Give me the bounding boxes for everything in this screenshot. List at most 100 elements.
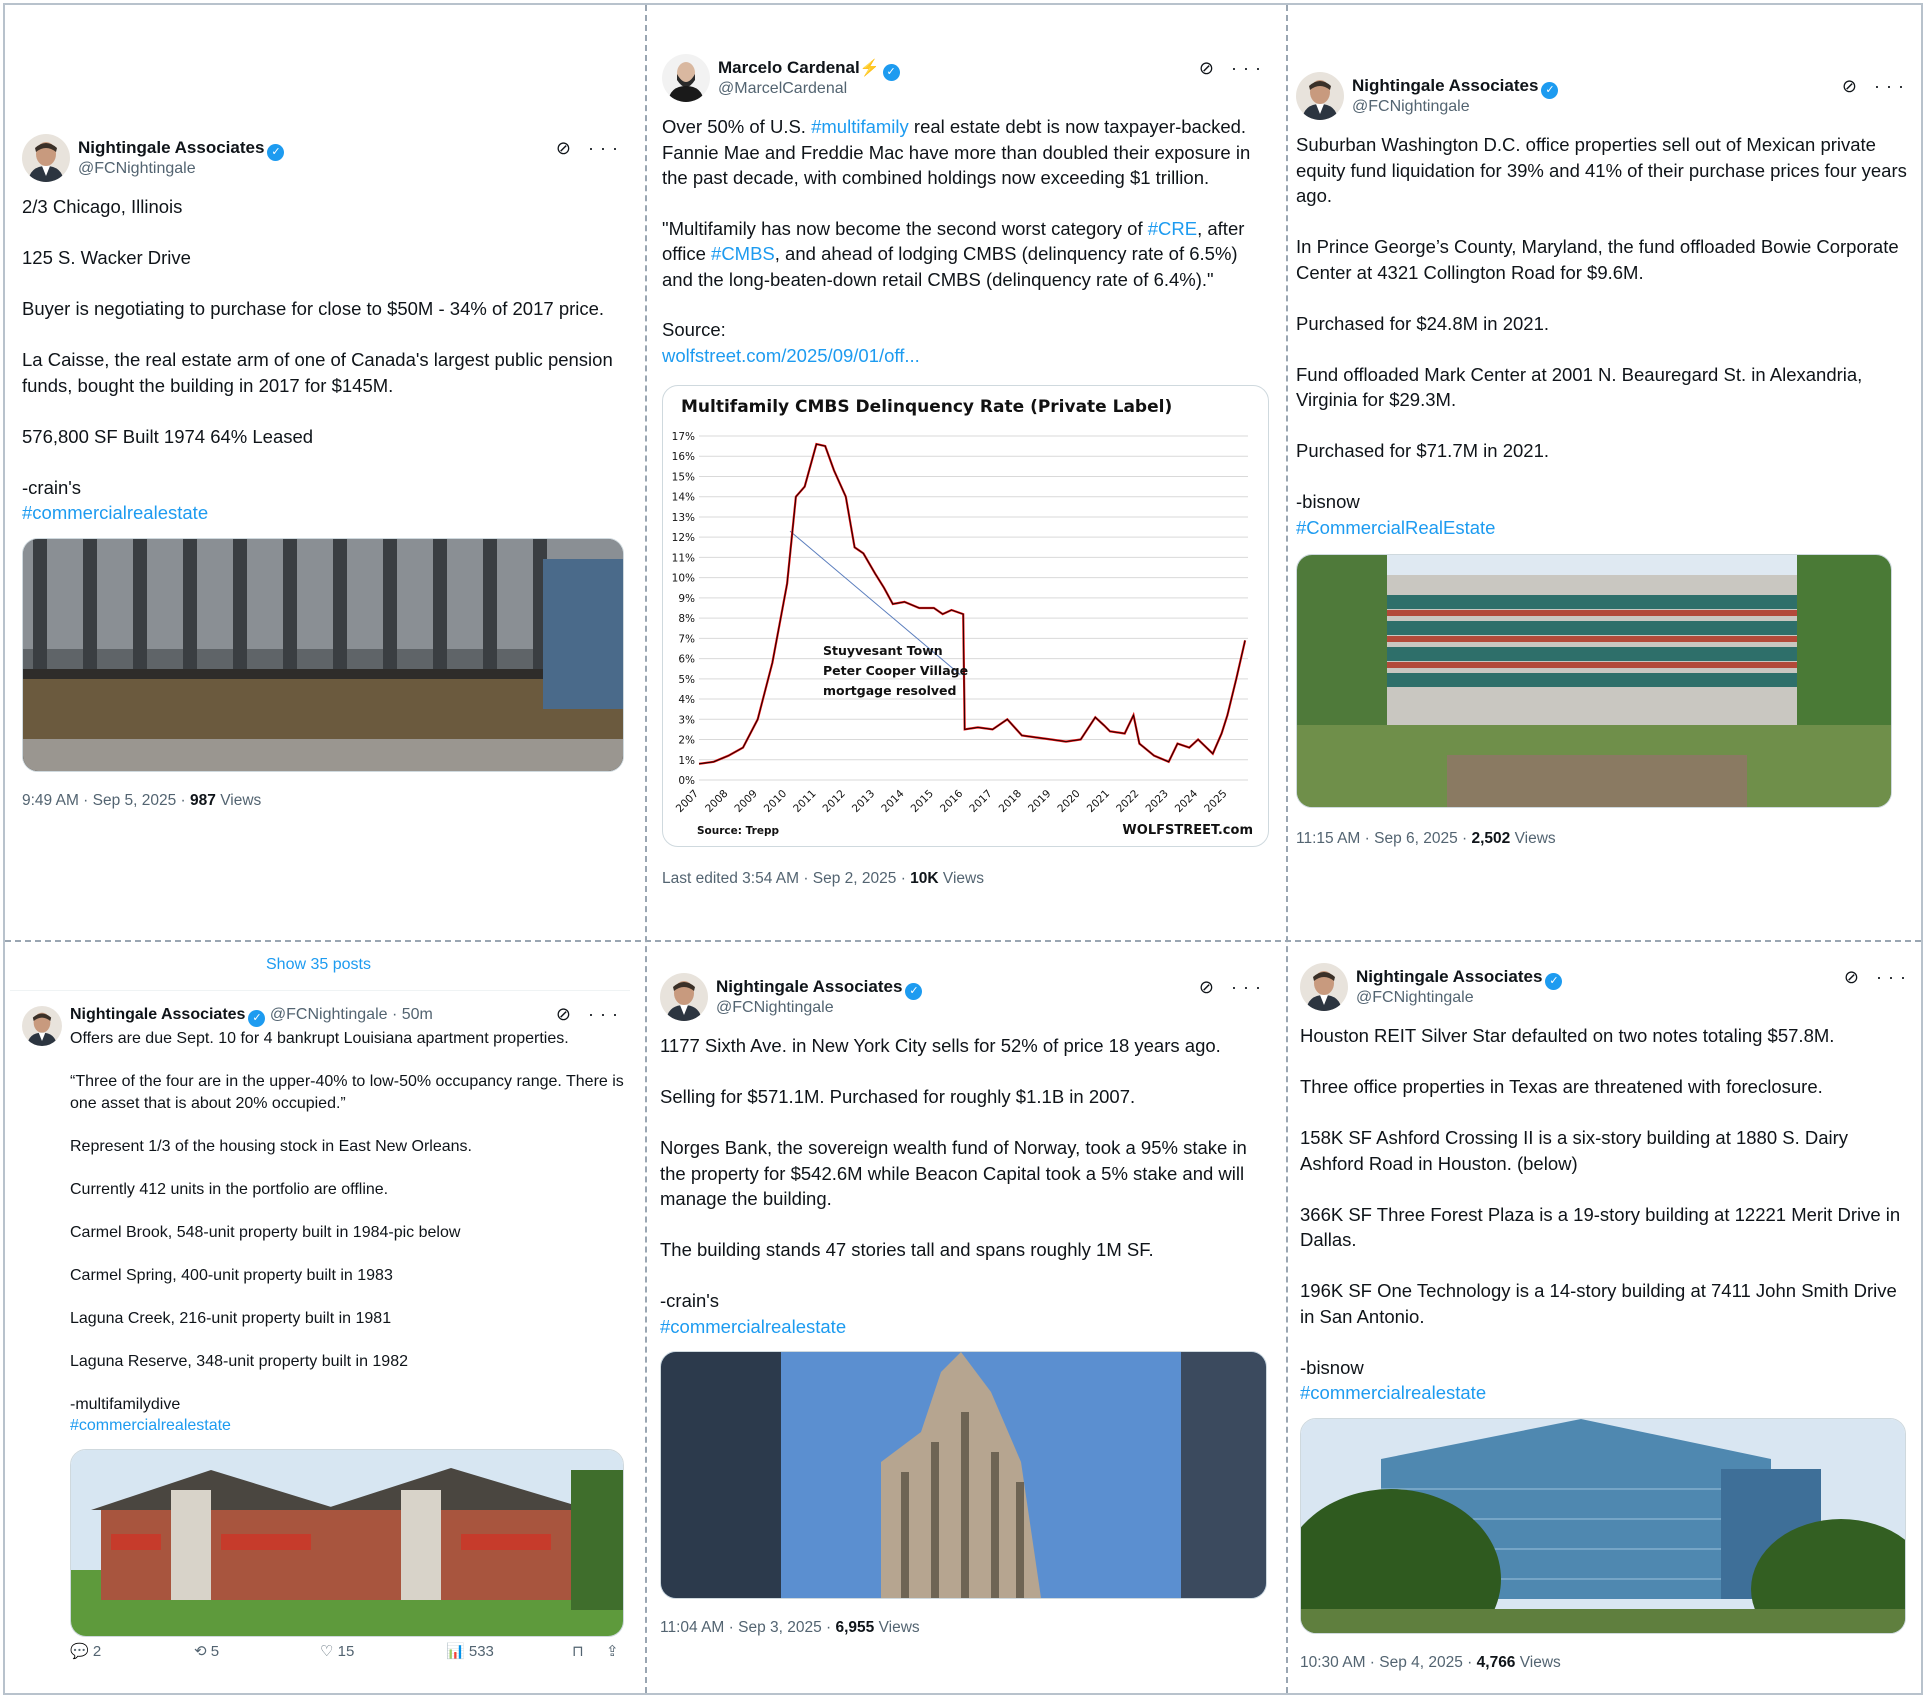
user-handle[interactable]: @FCNightingale (78, 160, 196, 177)
x-tick-label: 2017 (967, 788, 994, 815)
x-tick-label: 2021 (1085, 788, 1112, 815)
timestamp[interactable]: 9:49 AM · Sep 5, 2025 · (22, 791, 191, 809)
display-name[interactable]: Nightingale Associates (716, 977, 903, 996)
annotation-arrow (789, 530, 961, 676)
hashtag-link[interactable]: #CMBS (711, 243, 775, 264)
avatar[interactable] (1300, 963, 1348, 1011)
timestamp[interactable]: 10:30 AM · Sep 4, 2025 · (1300, 1653, 1477, 1671)
tweet-image-building[interactable] (22, 537, 624, 772)
x-tick-label: 2023 (1143, 788, 1170, 815)
x-tick-label: 2025 (1202, 788, 1229, 815)
more-options-icon[interactable]: ··· (1231, 58, 1267, 78)
hashtag-link[interactable]: #multifamily (811, 116, 909, 137)
y-tick-label: 1% (678, 755, 695, 767)
display-name[interactable]: Nightingale Associates (78, 138, 265, 157)
grok-icon[interactable]: ⊘ (1841, 76, 1863, 96)
tweet-card[interactable]: Nightingale Associates ✓ @FCNightingale ⊘… (1300, 963, 1912, 1672)
x-tick-label: 2020 (1055, 788, 1082, 815)
tweet-text: Suburban Washington D.C. office properti… (1296, 134, 1907, 512)
avatar[interactable] (22, 1006, 62, 1046)
display-name[interactable]: Nightingale Associates (1356, 967, 1543, 986)
user-handle-time[interactable]: @FCNightingale · 50m (269, 1006, 433, 1023)
show-more-posts-link[interactable]: Show 35 posts (266, 956, 371, 973)
chart-source: Source: Trepp (697, 825, 779, 837)
y-tick-label: 0% (678, 775, 695, 787)
thread-divider (10, 990, 630, 991)
y-tick-label: 7% (678, 633, 695, 645)
tweet-card[interactable]: Marcelo Cardenal⚡ ✓ @MarcelCardenal ⊘ ···… (662, 54, 1267, 368)
timestamp[interactable]: 11:04 AM · Sep 3, 2025 · (660, 1619, 836, 1636)
grok-icon[interactable]: ⊘ (555, 1004, 577, 1024)
tweet-image-apartments[interactable] (70, 1448, 624, 1637)
grok-icon[interactable]: ⊘ (1198, 58, 1220, 78)
verified-icon: ✓ (1545, 973, 1563, 990)
view-count: 987 (190, 791, 216, 809)
user-handle[interactable]: @FCNightingale (1352, 98, 1470, 115)
hashtag-link[interactable]: #commercialrealestate (1300, 1382, 1487, 1403)
more-options-icon[interactable]: ··· (588, 138, 624, 158)
y-tick-label: 9% (678, 593, 695, 605)
x-tick-label: 2009 (732, 788, 759, 815)
display-name[interactable]: Nightingale Associates (1352, 76, 1539, 95)
tweet-image-glass-office[interactable] (1300, 1417, 1906, 1634)
y-tick-label: 6% (678, 654, 695, 666)
tweet-image-skyscraper[interactable] (660, 1351, 1267, 1599)
more-options-icon[interactable]: ··· (1231, 977, 1267, 997)
more-options-icon[interactable]: ··· (588, 1004, 624, 1024)
user-handle[interactable]: @FCNightingale (716, 999, 834, 1016)
views-label: Views (938, 870, 984, 887)
avatar[interactable] (1296, 72, 1344, 120)
bookmark-icon[interactable]: ⊓ (572, 1643, 584, 1660)
repost-icon[interactable]: ⟲ (194, 1643, 207, 1660)
grok-icon[interactable]: ⊘ (555, 138, 577, 158)
series-line (698, 442, 1247, 765)
chart-watermark: WOLFSTREET.com (1122, 823, 1253, 838)
avatar[interactable] (660, 973, 708, 1021)
chart-image[interactable]: Multifamily CMBS Delinquency Rate (Priva… (662, 385, 1269, 847)
tweet-card[interactable]: Nightingale Associates ✓ @FCNightingale ⊘… (660, 973, 1267, 1637)
user-handle[interactable]: @MarcelCardenal (718, 80, 848, 97)
tweet-image-office-building[interactable] (1296, 554, 1892, 808)
more-options-icon[interactable]: ··· (1876, 967, 1912, 987)
timestamp[interactable]: Last edited 3:54 AM · Sep 2, 2025 · (662, 870, 911, 887)
tweet-card[interactable]: Nightingale Associates ✓ @FCNightingale ⊘… (1296, 72, 1910, 848)
chart-annotation: Stuyvesant Town Peter Cooper Village mor… (823, 643, 968, 698)
hashtag-link[interactable]: #commercialrealestate (660, 1315, 847, 1337)
grok-icon[interactable]: ⊘ (1843, 967, 1865, 987)
more-options-icon[interactable]: ··· (1874, 76, 1910, 96)
x-tick-label: 2022 (1114, 788, 1141, 815)
annotation-line: mortgage resolved (823, 683, 956, 698)
grok-icon[interactable]: ⊘ (1198, 977, 1220, 997)
y-tick-label: 13% (672, 512, 695, 524)
tweet-text: Offers are due Sept. 10 for 4 bankrupt L… (70, 1030, 624, 1413)
chart-title: Multifamily CMBS Delinquency Rate (Priva… (681, 397, 1172, 417)
y-tick-label: 8% (678, 613, 695, 625)
views-icon[interactable]: 📊 (446, 1643, 465, 1660)
hashtag-link[interactable]: #commercialrealestate (70, 1417, 231, 1434)
repost-count: 5 (210, 1643, 220, 1660)
lightning-icon: ⚡ (859, 60, 880, 77)
share-icon[interactable]: ⇪ (606, 1643, 619, 1660)
user-handle[interactable]: @FCNightingale (1356, 989, 1474, 1006)
avatar[interactable] (662, 54, 710, 102)
x-tick-label: 2013 (850, 788, 877, 815)
timestamp[interactable]: 11:15 AM · Sep 6, 2025 · (1296, 830, 1472, 847)
hashtag-link[interactable]: #CommercialRealEstate (1296, 516, 1496, 538)
x-tick-label: 2007 (674, 788, 701, 815)
reply-icon[interactable]: 💬 (70, 1643, 89, 1660)
view-count: 533 (468, 1643, 494, 1660)
tweet-card[interactable]: Nightingale Associates ✓ @FCNightingale ⊘… (22, 134, 624, 810)
tweet-text: Houston REIT Silver Star defaulted on tw… (1300, 1025, 1901, 1378)
hashtag-link[interactable]: #commercialrealestate (22, 502, 209, 523)
like-count: 15 (337, 1643, 355, 1660)
avatar[interactable] (22, 134, 70, 182)
display-name[interactable]: Marcelo Cardenal (718, 58, 860, 77)
annotation-line: Peter Cooper Village (823, 663, 968, 678)
display-name[interactable]: Nightingale Associates (70, 1006, 246, 1023)
source-link[interactable]: wolfstreet.com/2025/09/01/off... (662, 344, 920, 366)
hashtag-link[interactable]: #CRE (1147, 217, 1198, 239)
tweet-text: 2/3 Chicago, Illinois 125 S. Wacker Driv… (22, 196, 613, 498)
verified-icon: ✓ (248, 1010, 266, 1027)
like-icon[interactable]: ♡ (320, 1643, 334, 1660)
x-tick-label: 2018 (997, 788, 1024, 815)
